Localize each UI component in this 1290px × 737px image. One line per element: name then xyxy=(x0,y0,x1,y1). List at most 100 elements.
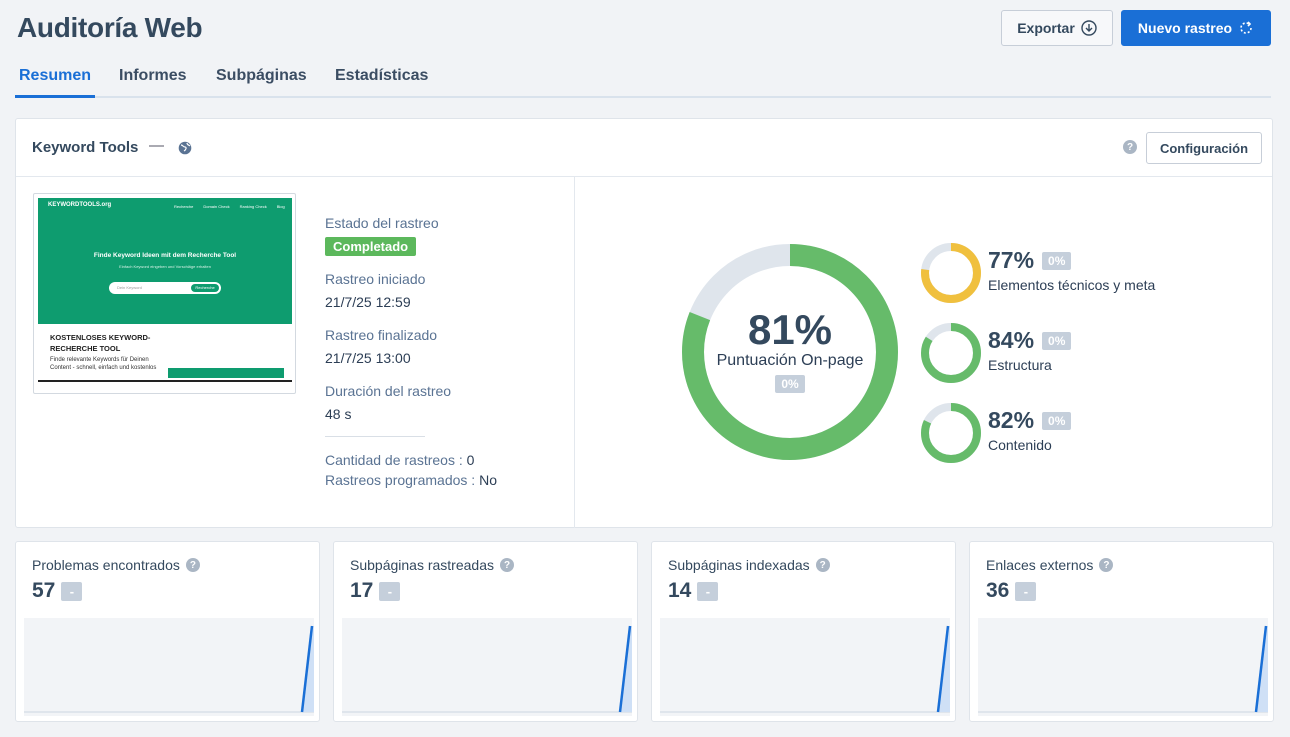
technical-score-change: 0% xyxy=(1042,251,1072,270)
export-button[interactable]: Exportar xyxy=(1001,10,1113,46)
thumbnail-section-title: KOSTENLOSES KEYWORD-RECHERCHE TOOL xyxy=(50,333,151,353)
help-icon[interactable]: ? xyxy=(815,558,830,572)
onpage-score-label: Puntuación On-page xyxy=(716,352,864,369)
crawl-finished-label: Rastreo finalizado xyxy=(325,327,438,343)
stat-change: - xyxy=(697,581,719,601)
crawl-count-row: Cantidad de rastreos : 0 xyxy=(325,452,474,468)
content-score-donut xyxy=(921,403,981,463)
website-thumbnail[interactable]: KEYWORDTOOLS.org Recherche Domain Check … xyxy=(33,193,296,394)
structure-score-row: 84% 0% xyxy=(988,327,1072,354)
content-score-label: Contenido xyxy=(988,437,1052,453)
onpage-score-value: 81% xyxy=(747,306,833,353)
overview-card: Keyword Tools — ? Configuración KEYWORDT… xyxy=(15,118,1273,528)
stat-sparkline xyxy=(24,618,314,716)
page-title: Auditoría Web xyxy=(17,12,203,43)
thumbnail-bottom-line xyxy=(38,380,292,382)
tab-resumen[interactable]: Resumen xyxy=(15,67,95,98)
sub-score-technical: 77% 0% Elementos técnicos y meta xyxy=(921,243,1241,303)
info-divider xyxy=(325,436,425,437)
crawl-finished-value: 21/7/25 13:00 xyxy=(325,350,411,366)
stat-sparkline xyxy=(978,618,1268,716)
help-icon[interactable]: ? xyxy=(185,558,200,572)
sub-score-content: 82% 0% Contenido xyxy=(921,403,1241,463)
thumbnail-nav: Recherche Domain Check Ranking Check Blo… xyxy=(174,204,285,209)
stat-change: - xyxy=(61,581,83,601)
content-score-change: 0% xyxy=(1042,411,1072,430)
export-label: Exportar xyxy=(1017,20,1075,36)
project-separator: — xyxy=(149,137,164,154)
page-header: Auditoría Web Exportar Nuevo rastreo Res… xyxy=(0,0,1290,100)
thumbnail-content: KOSTENLOSES KEYWORD-RECHERCHE TOOL Finde… xyxy=(38,324,292,392)
thumbnail-footer-bar xyxy=(168,368,284,378)
content-score-row: 82% 0% xyxy=(988,407,1072,434)
stat-value: 17 xyxy=(350,579,374,602)
help-icon[interactable]: ? xyxy=(500,558,514,572)
stat-title: Subpáginas rastreadas xyxy=(350,557,494,573)
structure-score-change: 0% xyxy=(1042,331,1072,350)
onpage-score: 81% Puntuación On-page 0% xyxy=(682,244,898,460)
crawl-duration-label: Duración del rastreo xyxy=(325,383,452,399)
status-badge: Completado xyxy=(325,237,417,256)
technical-score-row: 77% 0% xyxy=(988,247,1072,274)
onpage-score-change-wrap: 0% xyxy=(682,375,898,393)
stat-card-indexed[interactable]: Subpáginas indexadas? 14- xyxy=(651,541,956,722)
sub-score-arc xyxy=(921,403,981,463)
thumbnail-section-text: Finde relevante Keywords für Deinen Cont… xyxy=(50,357,157,371)
stat-card-crawled[interactable]: Subpáginas rastreadas? 17- xyxy=(333,541,638,722)
globe-icon[interactable] xyxy=(178,141,192,155)
stat-value: 36 xyxy=(986,579,1010,602)
crawl-count-value: 0 xyxy=(466,452,475,468)
sub-score-structure: 84% 0% Estructura xyxy=(921,323,1241,383)
new-crawl-button[interactable]: Nuevo rastreo xyxy=(1121,10,1271,46)
crawl-status-label: Estado del rastreo xyxy=(325,215,439,231)
technical-score-donut xyxy=(921,243,981,303)
stat-sparkline xyxy=(342,618,632,716)
stat-value: 57 xyxy=(32,579,56,602)
stat-card-external-links[interactable]: Enlaces externos? 36- xyxy=(969,541,1274,722)
thumbnail-search: Dein Keyword Recherche xyxy=(109,282,221,294)
crawl-started-label: Rastreo iniciado xyxy=(325,271,426,287)
thumbnail-logo: KEYWORDTOOLS.org xyxy=(48,202,112,208)
technical-score-value: 77% xyxy=(988,247,1035,273)
tab-estadisticas[interactable]: Estadísticas xyxy=(335,67,429,84)
crawl-count-label: Cantidad de rastreos : xyxy=(325,452,463,468)
refresh-icon xyxy=(1240,21,1252,34)
thumbnail-hero-title: Finde Keyword Ideen mit dem Recherche To… xyxy=(93,252,237,259)
tab-bar: Resumen Informes Subpáginas Estadísticas xyxy=(15,60,1271,98)
structure-score-donut xyxy=(921,323,981,383)
sub-score-arc xyxy=(921,243,981,303)
structure-score-label: Estructura xyxy=(988,357,1052,373)
onpage-score-change: 0% xyxy=(775,375,805,393)
stat-change: - xyxy=(379,581,401,601)
onpage-score-donut xyxy=(682,244,898,460)
tab-informes[interactable]: Informes xyxy=(119,67,187,84)
content-score-value: 82% xyxy=(988,407,1035,433)
help-icon[interactable]: ? xyxy=(1123,140,1137,154)
download-icon xyxy=(1081,20,1097,36)
column-divider xyxy=(574,177,575,528)
help-icon[interactable]: ? xyxy=(1099,558,1114,572)
stat-title: Enlaces externos xyxy=(986,557,1094,573)
crawl-scheduled-row: Rastreos programados : No xyxy=(325,472,497,488)
crawl-duration-value: 48 s xyxy=(325,406,352,422)
sub-score-arc xyxy=(921,323,981,383)
stat-card-problems[interactable]: Problemas encontrados? 57- xyxy=(15,541,320,722)
thumbnail-hero-sub: Einfach Keyword eingeben und Vorschläge … xyxy=(119,264,211,269)
thumbnail-hero: KEYWORDTOOLS.org Recherche Domain Check … xyxy=(38,198,292,324)
stat-sparkline xyxy=(660,618,950,716)
stat-change: - xyxy=(1015,581,1037,601)
crawl-scheduled-label: Rastreos programados : xyxy=(325,472,476,488)
project-name: Keyword Tools xyxy=(32,139,139,156)
crawl-started-value: 21/7/25 12:59 xyxy=(325,294,411,310)
configuration-button[interactable]: Configuración xyxy=(1146,132,1262,164)
structure-score-value: 84% xyxy=(988,327,1035,353)
crawl-scheduled-value: No xyxy=(479,472,497,488)
technical-score-label: Elementos técnicos y meta xyxy=(988,277,1156,293)
stat-title: Subpáginas indexadas xyxy=(668,557,810,573)
stat-title: Problemas encontrados xyxy=(32,557,180,573)
onpage-score-arc xyxy=(682,244,898,460)
tab-subpaginas[interactable]: Subpáginas xyxy=(216,67,307,84)
new-crawl-label: Nuevo rastreo xyxy=(1137,20,1233,36)
stat-value: 14 xyxy=(668,579,692,602)
card-header: Keyword Tools — ? Configuración xyxy=(16,119,1272,177)
